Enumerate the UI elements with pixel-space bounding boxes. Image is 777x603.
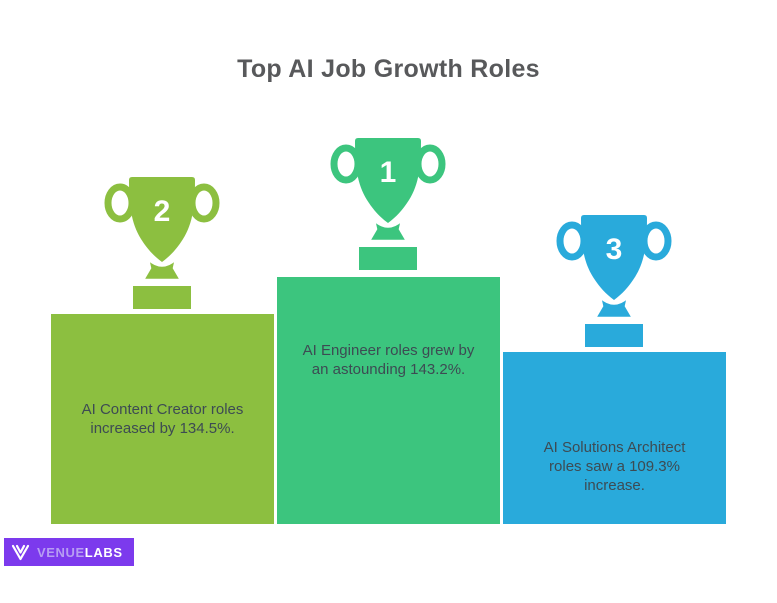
trophy-stem <box>592 293 636 320</box>
trophy-icon: 2 <box>104 177 220 309</box>
double-v-chevron-icon <box>11 544 30 560</box>
trophy-handle-right <box>188 183 220 223</box>
trophy-rank-2-number: 2 <box>154 195 171 228</box>
trophy-handle-right <box>414 144 446 184</box>
trophy-cup <box>355 138 421 223</box>
trophy-stem <box>140 255 184 282</box>
trophy-handle-left <box>556 221 588 261</box>
podium-rank-2-label: AI Content Creator roles increased by 13… <box>81 401 244 437</box>
trophy-rank-3-number: 3 <box>606 233 623 266</box>
podium-rank-1-label: AI Engineer roles grew by an astounding … <box>302 342 475 378</box>
trophy-rank-3: 3 <box>556 215 672 350</box>
trophy-cup <box>581 215 647 300</box>
podium-rank-2: AI Content Creator roles increased by 13… <box>51 314 274 524</box>
trophy-base <box>133 286 191 309</box>
trophy-stem <box>366 216 410 243</box>
trophy-handle-left <box>104 183 136 223</box>
trophy-cup <box>129 177 195 262</box>
trophy-rank-1-number: 1 <box>380 156 397 189</box>
brand-prefix: VENUE <box>37 544 85 560</box>
podium-rank-3: AI Solutions Architect roles saw a 109.3… <box>503 352 726 524</box>
trophy-rank-1: 1 <box>330 138 446 273</box>
brand-suffix: LABS <box>84 544 123 560</box>
podium-rank-1: AI Engineer roles grew by an astounding … <box>277 277 500 524</box>
brand-wordmark: VENUELABS <box>37 545 123 560</box>
trophy-rank-2: 2 <box>104 177 220 312</box>
page-title: Top AI Job Growth Roles <box>237 55 540 83</box>
trophy-handle-right <box>640 221 672 261</box>
trophy-handle-left <box>330 144 362 184</box>
trophy-icon: 1 <box>330 138 446 270</box>
brand-badge: VENUELABS <box>4 538 134 566</box>
trophy-base <box>585 324 643 347</box>
trophy-base <box>359 247 417 270</box>
trophy-icon: 3 <box>556 215 672 347</box>
podium-rank-3-label: AI Solutions Architect roles saw a 109.3… <box>543 439 686 494</box>
